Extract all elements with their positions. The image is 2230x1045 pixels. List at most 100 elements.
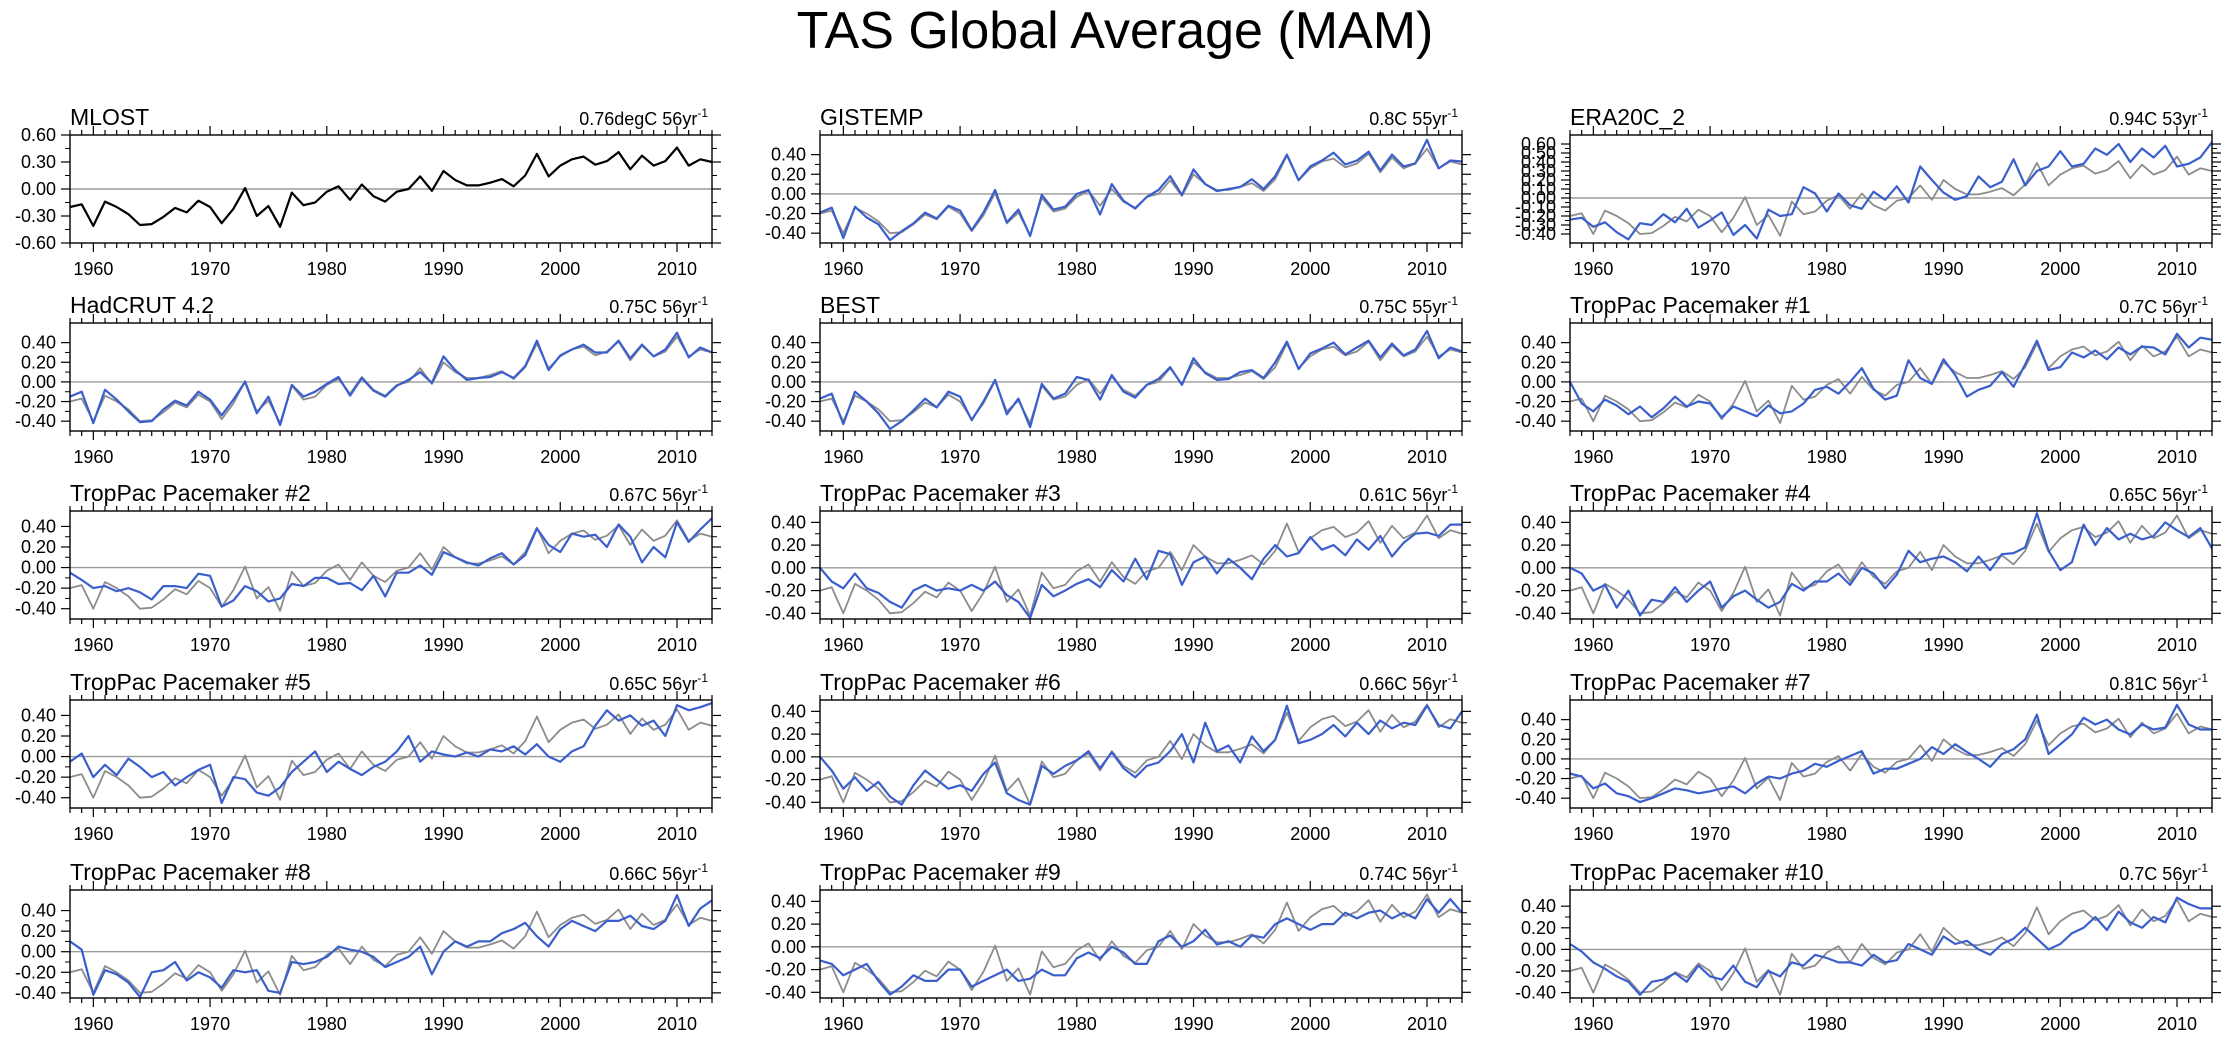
panel-title: GISTEMP xyxy=(820,104,924,130)
panel-14: TropPac Pacemaker #9 0.74C 56yr-1 1960 1970… xyxy=(765,859,1471,1034)
y-tick-label: 0.00 xyxy=(771,747,806,767)
x-tick-label: 1990 xyxy=(424,447,464,467)
panel-title: TropPac Pacemaker #7 xyxy=(1570,669,1811,695)
series-line-model xyxy=(69,517,713,608)
y-tick-label: -0.20 xyxy=(15,578,56,598)
y-tick-label: -0.40 xyxy=(765,603,806,623)
y-tick-label: 0.20 xyxy=(771,914,806,934)
x-tick-label: 2010 xyxy=(657,447,697,467)
x-tick-label: 1990 xyxy=(1924,259,1964,279)
trend-label: 0.81C 56yr-1 xyxy=(2109,671,2208,694)
panel-title: TropPac Pacemaker #9 xyxy=(820,859,1061,885)
x-tick-label: 1970 xyxy=(1690,447,1730,467)
trend-label: 0.94C 53yr-1 xyxy=(2109,106,2208,129)
x-tick-label: 2000 xyxy=(540,447,580,467)
x-tick-label: 1970 xyxy=(940,635,980,655)
series-line-model xyxy=(69,893,713,999)
x-tick-label: 1960 xyxy=(1573,259,1613,279)
x-tick-label: 2000 xyxy=(540,635,580,655)
x-tick-label: 1980 xyxy=(307,1014,347,1034)
x-tick-label: 1960 xyxy=(73,447,113,467)
trend-label: 0.65C 56yr-1 xyxy=(2109,482,2208,505)
panel-title: TropPac Pacemaker #1 xyxy=(1570,292,1811,318)
x-tick-label: 2000 xyxy=(1290,824,1330,844)
y-tick-label: 0.00 xyxy=(21,372,56,392)
y-tick-label: 0.00 xyxy=(771,372,806,392)
panel-13: TropPac Pacemaker #8 0.66C 56yr-1 1960 1970… xyxy=(15,859,721,1034)
x-tick-label: 1980 xyxy=(1807,635,1847,655)
x-tick-label: 1960 xyxy=(823,1014,863,1034)
trend-label: 0.7C 56yr-1 xyxy=(2119,294,2208,317)
x-tick-label: 2000 xyxy=(1290,259,1330,279)
series-line-reference xyxy=(819,335,1463,425)
series-line-reference xyxy=(819,893,1463,996)
x-tick-label: 2010 xyxy=(2157,635,2197,655)
series-line-reference xyxy=(1569,335,2213,425)
plot-frame xyxy=(1569,699,2213,809)
plot-frame xyxy=(1569,889,2213,999)
x-tick-label: 1970 xyxy=(190,259,230,279)
series-line-model xyxy=(69,331,713,427)
x-tick-label: 2010 xyxy=(1407,635,1447,655)
y-tick-label: 0.20 xyxy=(1521,352,1556,372)
panel-1: MLOST 0.76degC 56yr-1 1960 1970 1980 1990 2000… xyxy=(15,104,721,279)
y-tick-label: -0.20 xyxy=(765,581,806,601)
y-tick-label: 0.00 xyxy=(21,747,56,767)
series-line-reference xyxy=(69,335,713,425)
panel-title: TropPac Pacemaker #3 xyxy=(820,480,1061,506)
y-tick-label: 0.40 xyxy=(1521,512,1556,532)
series-line-model xyxy=(819,897,1463,996)
x-tick-label: 1960 xyxy=(1573,447,1613,467)
panel-9: TropPac Pacemaker #4 0.65C 56yr-1 1960 1970… xyxy=(1515,480,2221,655)
y-tick-label: -0.20 xyxy=(15,767,56,787)
x-tick-label: 1970 xyxy=(190,635,230,655)
plot-frame xyxy=(819,699,1463,809)
y-tick-label: -0.20 xyxy=(765,204,806,224)
series-line-reference xyxy=(69,519,713,612)
y-tick-label: -0.40 xyxy=(15,599,56,619)
y-tick-label: 0.00 xyxy=(771,558,806,578)
y-tick-label: -0.20 xyxy=(1515,392,1556,412)
trend-label: 0.66C 56yr-1 xyxy=(609,861,708,884)
y-tick-label: 0.40 xyxy=(21,516,56,536)
x-tick-label: 1990 xyxy=(424,1014,464,1034)
series-line-reference xyxy=(1569,514,2213,617)
figure-title: TAS Global Average (MAM) xyxy=(796,2,1434,60)
x-tick-label: 1960 xyxy=(1573,635,1613,655)
y-tick-label: 0.20 xyxy=(1521,729,1556,749)
panel-4: HadCRUT 4.2 0.75C 56yr-1 1960 1970 1980 1990 2… xyxy=(15,292,721,467)
panel-12: TropPac Pacemaker #7 0.81C 56yr-1 1960 1970… xyxy=(1515,669,2221,844)
y-tick-label: 0.00 xyxy=(21,558,56,578)
y-tick-label: -0.40 xyxy=(15,983,56,1003)
trend-label: 0.75C 55yr-1 xyxy=(1359,294,1458,317)
trend-label: 0.74C 56yr-1 xyxy=(1359,861,1458,884)
x-tick-label: 2010 xyxy=(2157,447,2197,467)
x-tick-label: 1980 xyxy=(307,824,347,844)
trend-label: 0.8C 55yr-1 xyxy=(1369,106,1458,129)
series-line-model xyxy=(1569,332,2213,419)
series-line-model xyxy=(1569,512,2213,617)
x-tick-label: 2010 xyxy=(657,635,697,655)
series-line-model xyxy=(1569,896,2212,996)
plot-frame xyxy=(69,510,713,620)
x-tick-label: 1990 xyxy=(424,824,464,844)
y-tick-label: 0.20 xyxy=(1521,170,1556,190)
series-line-reference xyxy=(819,703,1463,806)
x-tick-label: 1980 xyxy=(1807,1014,1847,1034)
y-tick-label: 0.00 xyxy=(771,184,806,204)
plot-frame xyxy=(1569,134,2213,244)
trend-label: 0.61C 56yr-1 xyxy=(1359,482,1458,505)
series-line-model xyxy=(1569,703,2212,804)
y-tick-label: 0.30 xyxy=(21,152,56,172)
y-tick-label: -0.60 xyxy=(15,233,56,253)
y-tick-label: -0.20 xyxy=(1515,769,1556,789)
x-tick-label: 1970 xyxy=(190,1014,230,1034)
x-tick-label: 1970 xyxy=(1690,259,1730,279)
y-tick-label: 0.20 xyxy=(21,726,56,746)
y-tick-label: 0.40 xyxy=(771,512,806,532)
panel-3: ERA20C_2 0.94C 53yr-1 1960 1970 1980 1990 2000… xyxy=(1515,104,2221,279)
trend-label: 0.76degC 56yr-1 xyxy=(579,106,708,129)
y-tick-label: -0.20 xyxy=(1515,206,1556,226)
x-tick-label: 1970 xyxy=(1690,1014,1730,1034)
y-tick-label: -0.40 xyxy=(765,223,806,243)
